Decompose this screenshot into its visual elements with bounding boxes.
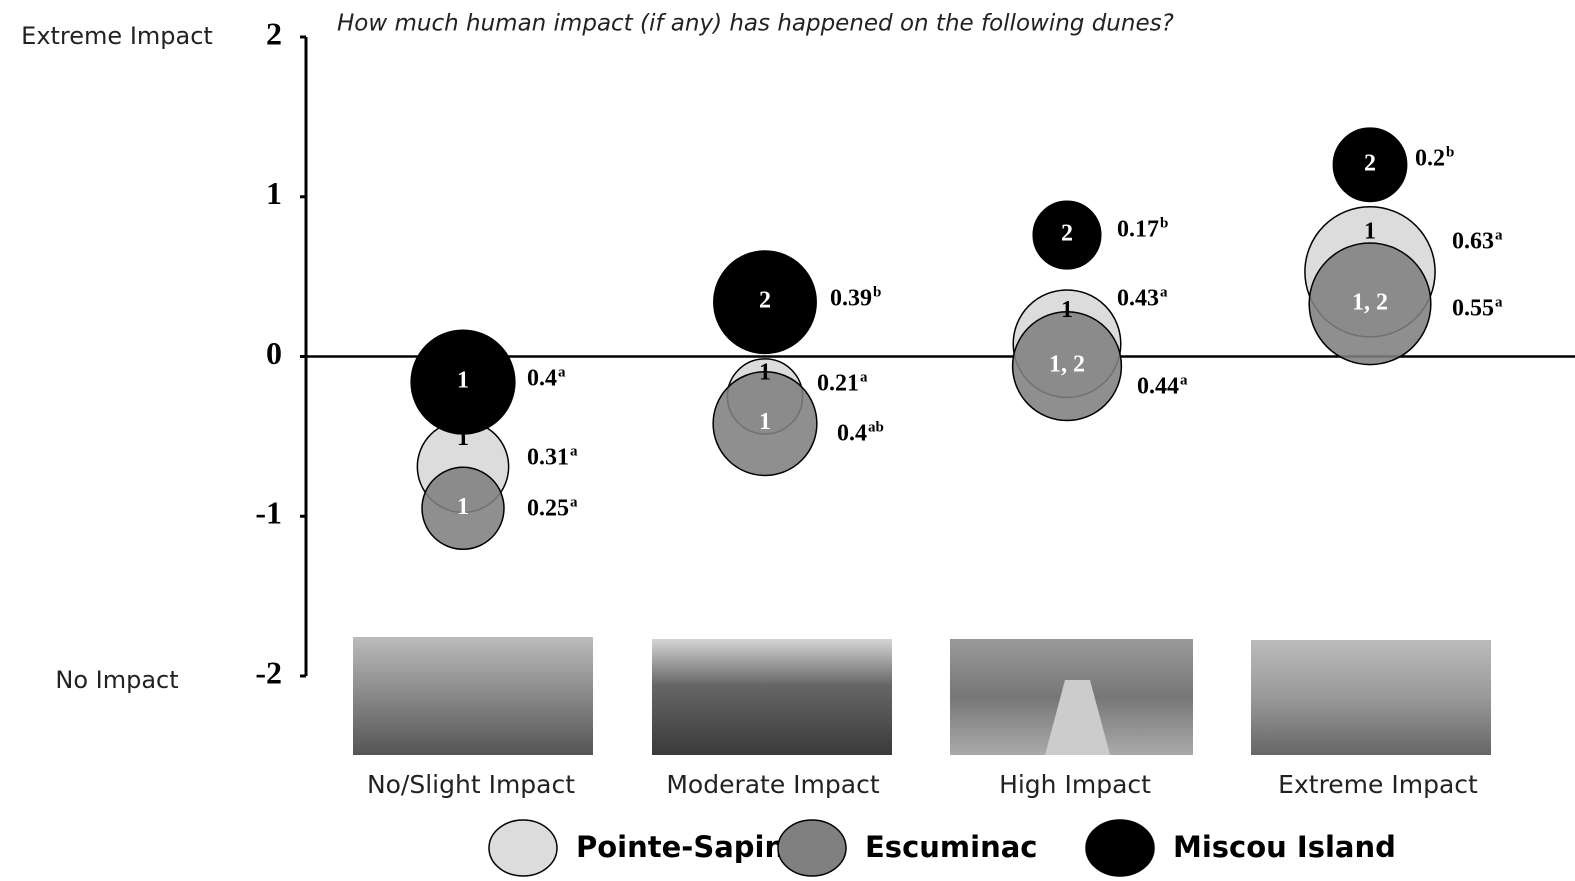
y-tick-label: 1: [266, 175, 282, 211]
value-label: 0.44: [1137, 374, 1179, 400]
bubble: [1032, 200, 1102, 270]
significance-letter: a: [558, 364, 566, 380]
group-label: 1: [457, 494, 469, 520]
significance-letter: b: [873, 284, 881, 300]
photo: [1251, 640, 1491, 755]
significance-letter: a: [1495, 294, 1503, 310]
group-label: 1: [759, 409, 771, 435]
significance-letter: a: [1495, 227, 1503, 243]
significance-letter: a: [1180, 372, 1188, 388]
legend-swatch: [777, 819, 847, 877]
value-label: 0.39: [830, 286, 872, 312]
chart-title: How much human impact (if any) has happe…: [337, 11, 1174, 37]
bubble: [713, 250, 817, 355]
significance-letter: a: [570, 494, 578, 510]
y-bottom-label: No Impact: [55, 666, 178, 694]
value-label: 0.21: [817, 371, 859, 397]
group-label: 1: [457, 425, 469, 451]
group-label: 1: [1061, 297, 1073, 323]
photo: [652, 639, 892, 755]
value-label: 0.43: [1117, 286, 1159, 312]
y-tick-label: 0: [266, 335, 282, 371]
value-label: 0.4: [527, 366, 557, 392]
group-label: 2: [1364, 150, 1376, 176]
significance-letter: a: [860, 369, 868, 385]
value-label: 0.31: [527, 445, 569, 471]
legend-label: Pointe-Sapin: [576, 830, 785, 864]
group-label: 2: [759, 288, 771, 314]
value-label: 0.25: [527, 496, 569, 522]
photo-detail: [1045, 680, 1110, 755]
significance-letter: a: [570, 443, 578, 459]
value-label: 0.63: [1452, 229, 1494, 255]
value-label: 0.2: [1415, 146, 1445, 172]
x-category-label: No/Slight Impact: [367, 770, 575, 799]
bubble: [1332, 127, 1408, 203]
y-tick-label: -1: [255, 495, 282, 531]
x-category-label: Extreme Impact: [1278, 770, 1478, 799]
bubble: [1011, 310, 1123, 422]
group-label: 1, 2: [1352, 289, 1388, 315]
significance-letter: ab: [868, 419, 884, 435]
group-label: 2: [1061, 221, 1073, 247]
y-tick-label: 2: [266, 15, 282, 51]
significance-letter: b: [1446, 144, 1454, 160]
photo: [353, 637, 593, 755]
group-label: 1: [1364, 218, 1376, 244]
value-label: 0.4: [837, 421, 867, 447]
significance-letter: b: [1160, 215, 1168, 231]
group-label: 1: [759, 359, 771, 385]
legend-label: Escuminac: [865, 830, 1037, 864]
bubble: [712, 370, 818, 477]
bubble: [1308, 242, 1432, 366]
group-label: 1: [457, 368, 469, 394]
bubble: [410, 329, 516, 435]
dune-photos: [353, 637, 1491, 755]
value-label: 0.55: [1452, 296, 1494, 322]
group-label: 1, 2: [1049, 352, 1085, 378]
x-category-label: Moderate Impact: [666, 770, 880, 799]
value-label: 0.17: [1117, 217, 1159, 243]
x-category-label: High Impact: [999, 770, 1151, 799]
y-tick-label: -2: [255, 654, 282, 690]
legend-swatch: [488, 819, 558, 877]
legend-swatch: [1085, 819, 1155, 877]
y-top-label: Extreme Impact: [21, 22, 213, 50]
legend-label: Miscou Island: [1173, 830, 1396, 864]
significance-letter: a: [1160, 284, 1168, 300]
bubble: [421, 466, 505, 551]
